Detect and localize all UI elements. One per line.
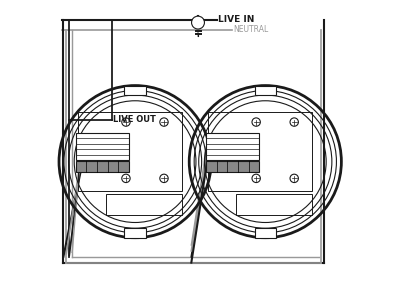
Circle shape xyxy=(290,118,299,126)
Bar xyxy=(124,228,146,238)
Bar xyxy=(76,161,129,172)
Circle shape xyxy=(192,16,204,29)
Bar xyxy=(78,112,182,191)
Circle shape xyxy=(160,174,168,183)
Bar xyxy=(106,193,182,215)
Bar xyxy=(236,193,312,215)
Circle shape xyxy=(160,118,168,126)
Text: NEUTRAL: NEUTRAL xyxy=(233,26,268,34)
Circle shape xyxy=(252,118,260,126)
Bar xyxy=(124,86,146,96)
Text: LIVE IN: LIVE IN xyxy=(219,15,255,24)
Circle shape xyxy=(122,118,130,126)
Bar xyxy=(206,161,259,172)
Circle shape xyxy=(290,174,299,183)
Bar xyxy=(255,86,276,96)
Circle shape xyxy=(252,174,260,183)
Bar xyxy=(206,133,259,160)
Bar xyxy=(208,112,312,191)
Circle shape xyxy=(122,174,130,183)
Text: LIVE OUT: LIVE OUT xyxy=(113,115,156,123)
Bar xyxy=(76,133,129,160)
Bar xyxy=(255,228,276,238)
